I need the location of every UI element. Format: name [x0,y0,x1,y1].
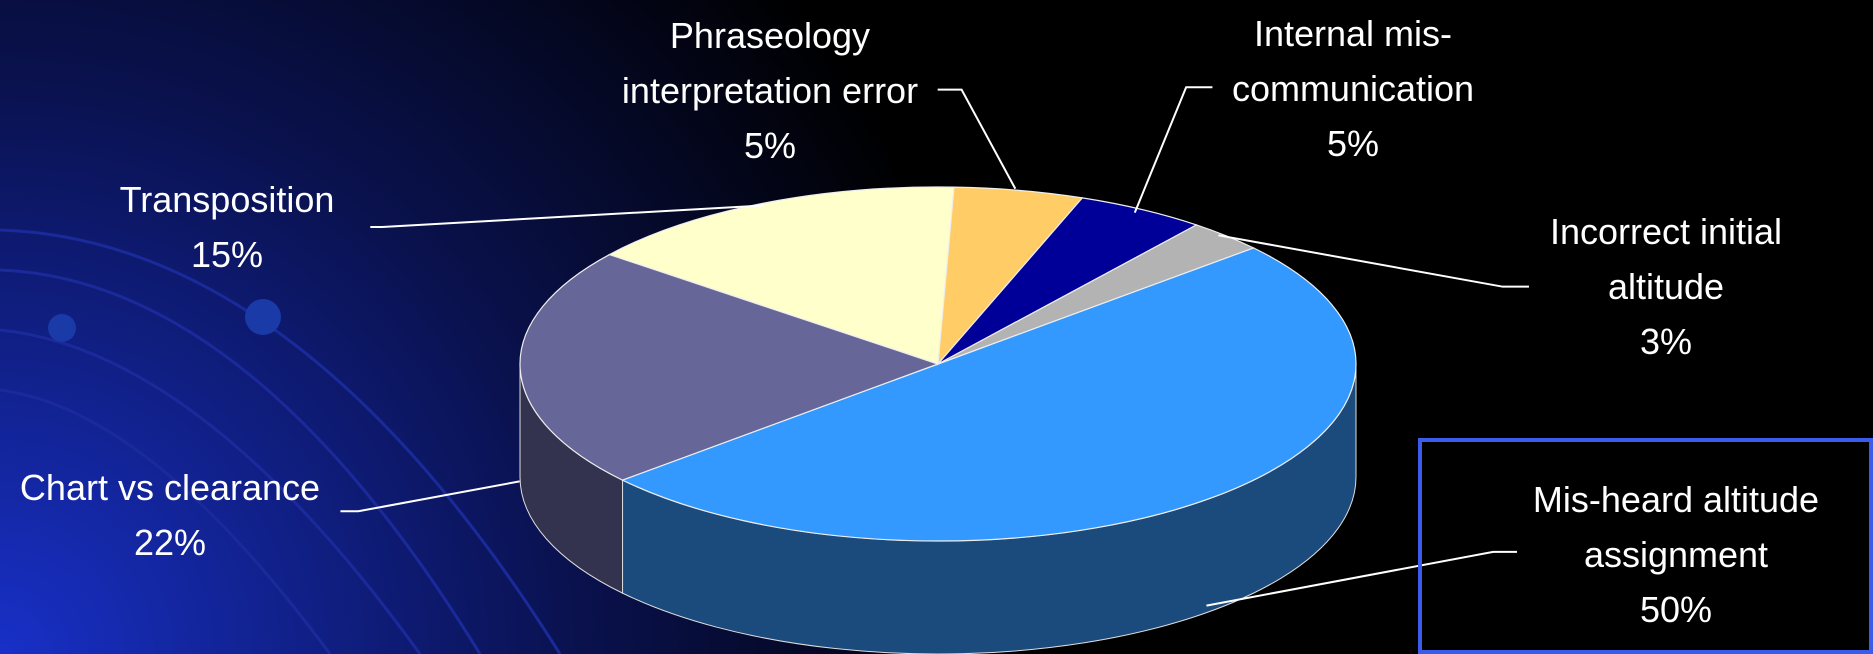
value-label: 15% [190,234,264,275]
category-label: Incorrect initial altitude [1549,211,1783,307]
category-label: Phraseology interpretation error [621,15,919,111]
leader-lines [340,86,1529,607]
value-label: 3% [1639,321,1693,362]
slice [621,247,1357,542]
value-label: 22% [133,522,207,563]
highlight-box [1418,438,1873,654]
decor-dot [48,314,76,342]
value-label: 5% [743,125,797,166]
slice-label: Incorrect initial altitude 3% [1506,204,1826,369]
decor-arcs [0,228,562,654]
category-label: Mis-heard altitude assignment [1532,479,1820,575]
leader-line [1133,86,1213,213]
slice-label: Chart vs clearance 22% [0,460,340,570]
leader-line [1218,234,1529,288]
category-label: Chart vs clearance [19,467,321,508]
leader-line [370,204,765,228]
leader-line [340,480,520,513]
pie [519,186,1357,654]
category-label: Internal mis-communication [1231,13,1475,109]
category-label: Transposition [119,179,335,220]
value-label: 50% [1639,589,1713,630]
leader-line [937,88,1017,190]
slice-label: Phraseology interpretation error 5% [600,8,940,173]
decor-dot [245,299,281,335]
slice-label: Transposition 15% [77,172,377,282]
slice [519,253,940,481]
value-label: 5% [1326,123,1380,164]
leader-line [1206,550,1518,607]
slice [608,186,955,365]
slice-label: Mis-heard altitude assignment 50% [1466,472,1873,637]
slice-label: Internal mis-communication 5% [1208,6,1498,171]
